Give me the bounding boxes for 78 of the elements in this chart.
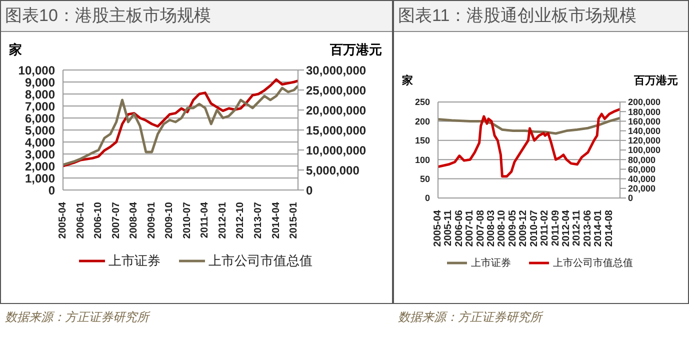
legend-label: 上市公司市值总值 <box>553 256 633 270</box>
y-tick-label: 5,000 <box>24 123 56 138</box>
x-tick-label: 2011-04 <box>200 202 211 238</box>
x-tick-label: 2010-07 <box>182 202 193 239</box>
legend-label: 上市公司市值总值 <box>208 252 312 270</box>
y2-axis-title: 百万港元 <box>330 41 382 59</box>
y2-tick-label: 25,000,000 <box>306 83 366 98</box>
x-tick-label: 2014-01 <box>593 210 604 247</box>
x-tick-label: 2015-01 <box>288 202 300 239</box>
x-tick-label: 2009-05 <box>507 210 518 247</box>
y2-tick-label: 200,000 <box>628 97 661 108</box>
y2-tick-label: 80,000 <box>628 154 656 165</box>
y2-axis-title: 百万港元 <box>634 74 678 88</box>
y2-tick-label: 30,000,000 <box>306 63 366 78</box>
x-tick-label: 2006-10 <box>93 202 104 239</box>
y2-tick-label: 60,000 <box>628 164 656 174</box>
y-tick-label: 0 <box>48 183 56 198</box>
y-tick-label: 200 <box>414 116 430 126</box>
y-tick-label: 9,000 <box>24 75 56 90</box>
y2-tick-label: 20,000,000 <box>306 103 366 118</box>
y2-tick-label: 100,000 <box>628 145 661 156</box>
x-tick-label: 2012-11 <box>572 210 583 246</box>
x-tick-label: 2005-04 <box>432 210 444 247</box>
x-tick-label: 2011-02 <box>540 210 551 246</box>
y-tick-label: 0 <box>424 193 430 204</box>
x-tick-label: 2012-04 <box>560 210 572 247</box>
x-tick-label: 2014-04 <box>270 202 282 239</box>
x-tick-label: 2012-01 <box>217 202 228 239</box>
y-tick-label: 100 <box>414 154 430 165</box>
x-tick-label: 2012-10 <box>235 202 246 239</box>
y-tick-label: 6,000 <box>24 111 56 126</box>
x-tick-label: 2005-11 <box>443 210 454 246</box>
y2-tick-label: 0 <box>628 193 634 204</box>
y2-tick-label: 10,000,000 <box>306 143 366 158</box>
y-tick-label: 50 <box>420 174 430 184</box>
y2-tick-label: 5,000,000 <box>306 163 360 178</box>
x-tick-label: 2010-07 <box>528 210 540 247</box>
y-tick-label: 2,000 <box>24 159 56 174</box>
x-tick-label: 2007-01 <box>464 210 476 247</box>
y2-tick-label: 40,000 <box>628 174 656 184</box>
x-tick-label: 2008-03 <box>486 210 498 247</box>
y2-tick-label: 120,000 <box>628 136 661 146</box>
y2-tick-label: 180,000 <box>628 106 661 117</box>
y-tick-label: 7,000 <box>24 99 56 114</box>
x-tick-label: 2008-04 <box>128 202 140 239</box>
legend-label: 上市证券 <box>108 252 160 270</box>
y-tick-label: 250 <box>414 97 430 108</box>
x-tick-label: 2007-08 <box>475 210 486 247</box>
chart-title: 图表11：港股通创业板市场规模 <box>394 1 688 32</box>
x-tick-label: 2009-10 <box>164 202 176 239</box>
y2-tick-label: 20,000 <box>628 184 656 194</box>
y-tick-label: 4,000 <box>24 135 56 150</box>
source-note: 数据来源：方正证券研究所 <box>5 309 149 326</box>
x-tick-label: 2008-10 <box>496 210 508 247</box>
legend-label: 上市证券 <box>471 256 511 270</box>
y-tick-label: 8,000 <box>24 87 56 102</box>
y2-tick-label: 15,000,000 <box>306 123 366 138</box>
y2-tick-label: 160,000 <box>628 116 661 126</box>
x-tick-label: 2005-04 <box>58 202 68 239</box>
y-axis-title: 家 <box>9 41 22 59</box>
x-tick-label: 2011-09 <box>550 210 562 246</box>
x-tick-label: 2014-08 <box>604 210 615 247</box>
y-tick-label: 150 <box>414 136 430 146</box>
x-tick-label: 2013-07 <box>253 202 264 239</box>
y-tick-label: 1,000 <box>24 171 56 186</box>
y-tick-label: 3,000 <box>24 147 56 162</box>
x-tick-label: 2009-12 <box>518 210 530 247</box>
x-tick-label: 2009-01 <box>146 202 158 239</box>
y-axis-title: 家 <box>402 74 413 88</box>
x-tick-label: 2007-07 <box>110 202 122 239</box>
x-tick-label: 2006-01 <box>75 202 86 239</box>
y2-tick-label: 140,000 <box>628 126 661 136</box>
x-tick-label: 2006-06 <box>454 210 465 247</box>
source-note: 数据来源：方正证券研究所 <box>398 309 542 326</box>
y-tick-label: 10,000 <box>18 63 56 78</box>
y2-tick-label: 0 <box>306 183 313 198</box>
x-tick-label: 2013-06 <box>582 210 594 247</box>
chart-title: 图表10：港股主板市场规模 <box>1 1 392 32</box>
